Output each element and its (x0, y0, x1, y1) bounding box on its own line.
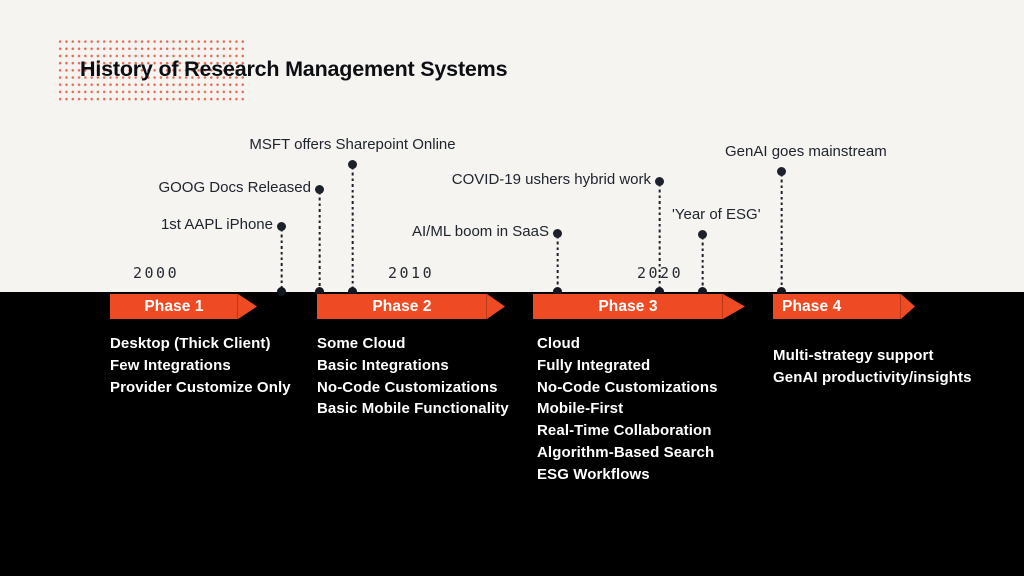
list-item: Basic Mobile Functionality (317, 400, 509, 418)
list-item: Provider Customize Only (110, 378, 291, 396)
year-label-2010: 2010 (388, 264, 435, 282)
phase-2-feature-list: Some Cloud Basic Integrations No-Code Cu… (317, 333, 509, 420)
event-stem (351, 167, 354, 291)
event-dot-icon (553, 229, 562, 238)
phase-4-banner: Phase 4 (773, 294, 915, 319)
timeline-event-goog-docs: GOOG Docs Released (158, 179, 324, 296)
event-dot-icon (655, 177, 664, 186)
event-stem (780, 174, 783, 291)
phase-2-banner: Phase 2 (317, 294, 505, 319)
event-dot-icon (277, 287, 286, 296)
list-item: ESG Workflows (537, 465, 650, 483)
event-stem (701, 237, 704, 291)
event-dot-icon (777, 167, 786, 176)
list-item: Multi-strategy support (773, 347, 934, 364)
event-dot-icon (348, 160, 357, 169)
event-label: AI/ML boom in SaaS (411, 223, 549, 240)
timeline-event-year-of-esg: 'Year of ESG' (672, 206, 761, 296)
event-dot-icon (277, 222, 286, 231)
event-stem (658, 184, 661, 291)
list-item: Basic Integrations (317, 356, 449, 374)
event-stem (556, 236, 559, 291)
event-dot-icon (655, 287, 664, 296)
list-item: GenAI productivity/insights (773, 368, 972, 386)
list-item: Desktop (Thick Client) (110, 335, 271, 352)
event-dot-icon (698, 230, 707, 239)
list-item: Real-Time Collaboration (537, 422, 712, 440)
page-title: History of Research Management Systems (80, 57, 508, 81)
phase-banner-label: Phase 3 (598, 297, 658, 315)
event-dot-icon (777, 287, 786, 296)
timeline-event-genai: GenAI goes mainstream (725, 143, 887, 296)
event-label: GOOG Docs Released (158, 179, 311, 196)
list-item: No-Code Customizations (537, 378, 718, 396)
event-label: COVID-19 ushers hybrid work (451, 171, 651, 188)
list-item: Algorithm-Based Search (537, 443, 715, 461)
event-label: 'Year of ESG' (672, 206, 761, 223)
event-label: MSFT offers Sharepoint Online (249, 136, 456, 153)
list-item: Some Cloud (317, 335, 406, 352)
event-label: 1st AAPL iPhone (160, 216, 273, 233)
event-dot-icon (315, 185, 324, 194)
list-item: No-Code Customizations (317, 378, 498, 396)
timeline-event-msft-sharepoint: MSFT offers Sharepoint Online (249, 136, 456, 296)
event-dot-icon (553, 287, 562, 296)
phase-3-feature-list: Cloud Fully Integrated No-Code Customiza… (537, 333, 718, 486)
event-label: GenAI goes mainstream (725, 143, 887, 160)
event-dot-icon (698, 287, 707, 296)
list-item: Few Integrations (110, 356, 231, 374)
timeline-event-aiml-saas: AI/ML boom in SaaS (412, 223, 562, 296)
list-item: Fully Integrated (537, 356, 651, 374)
event-dot-icon (348, 287, 357, 296)
phase-1-feature-list: Desktop (Thick Client) Few Integrations … (110, 333, 291, 398)
timeline-event-aapl-iphone: 1st AAPL iPhone (161, 216, 286, 296)
phase-1-banner: Phase 1 (110, 294, 257, 319)
decorative-dot-grid (57, 38, 244, 102)
year-label-2000: 2000 (133, 264, 180, 282)
list-item: Mobile-First (537, 400, 624, 418)
event-stem (318, 192, 321, 291)
event-stem (280, 229, 283, 291)
phase-banner-label: Phase 2 (372, 297, 432, 315)
timeline-event-covid: COVID-19 ushers hybrid work (452, 171, 664, 296)
event-dot-icon (315, 287, 324, 296)
list-item: Cloud (537, 335, 580, 352)
phase-banner-label: Phase 1 (144, 297, 204, 315)
phase-4-feature-list: Multi-strategy support GenAI productivit… (773, 345, 972, 389)
phase-3-banner: Phase 3 (533, 294, 745, 319)
phase-banner-label: Phase 4 (782, 297, 842, 315)
